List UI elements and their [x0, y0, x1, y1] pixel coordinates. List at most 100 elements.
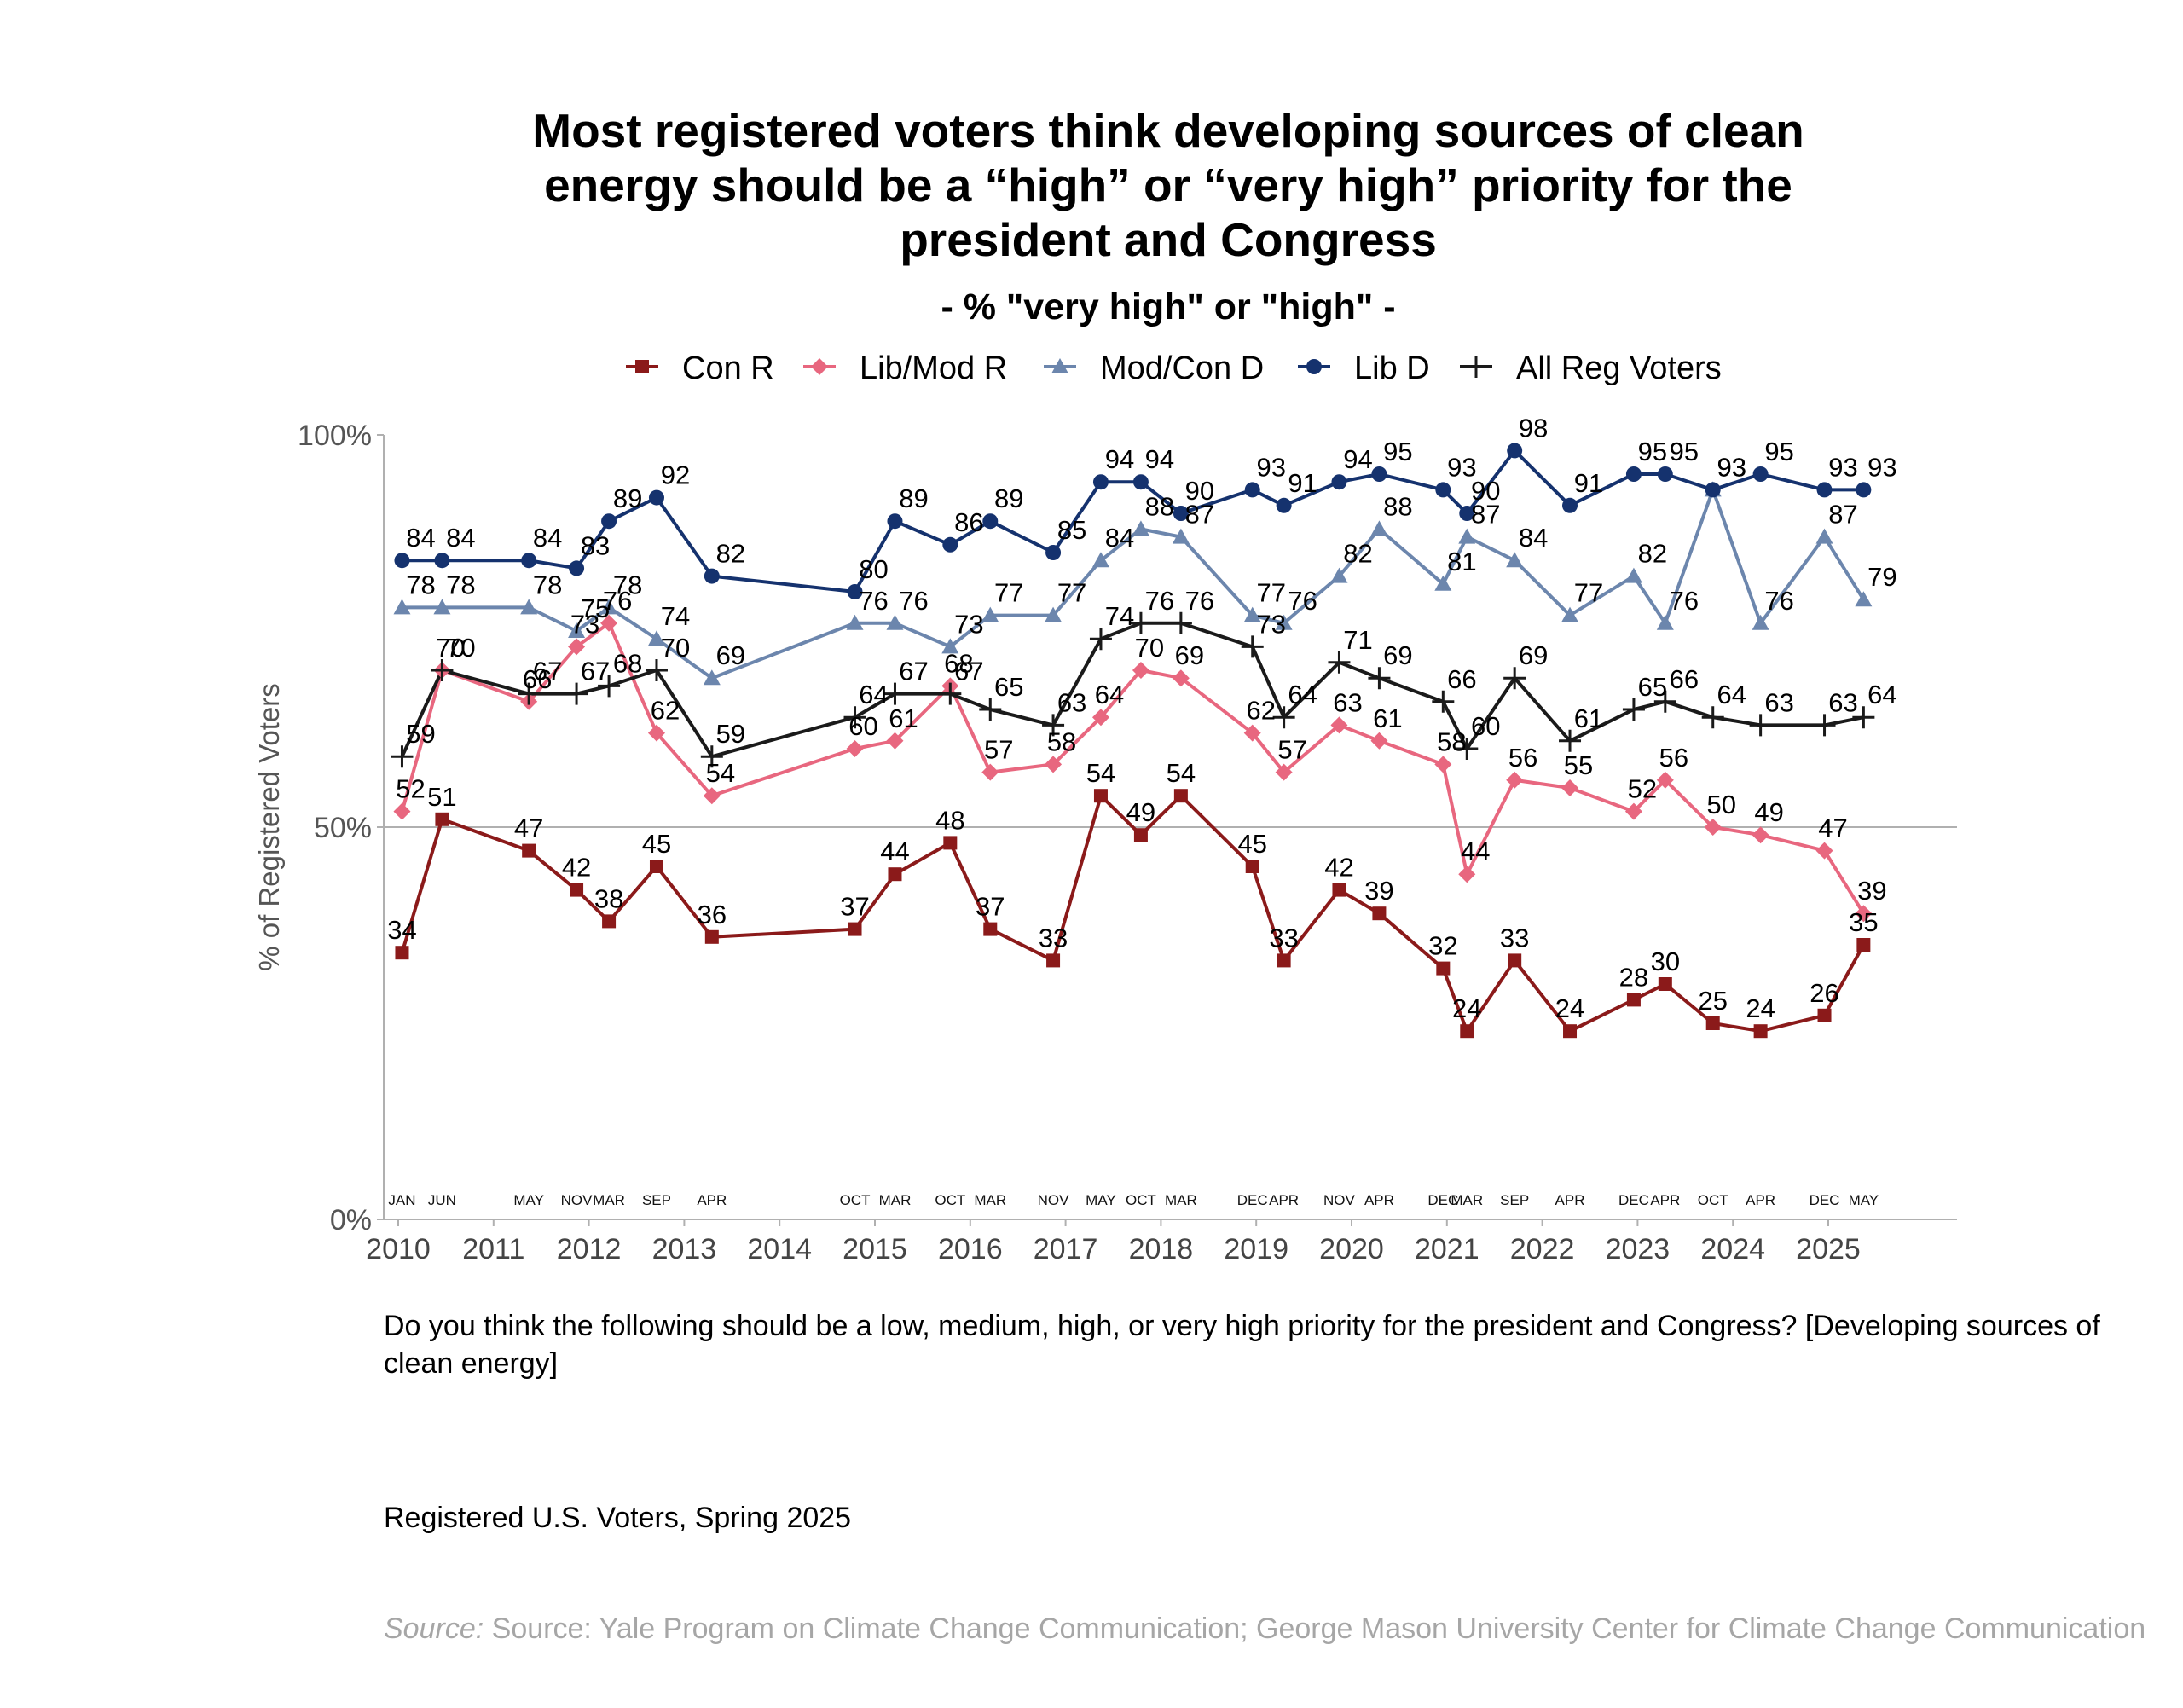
point-mod-con-d — [1132, 520, 1149, 536]
x-tick-label: 2023 — [1606, 1233, 1671, 1265]
data-label-lib-d: 89 — [994, 483, 1023, 513]
point-lib-mod-r — [1243, 724, 1261, 742]
point-all-reg-voters — [1653, 690, 1676, 713]
data-label-con-r: 33 — [1039, 923, 1068, 952]
data-label-lib-mod-r: 58 — [1047, 727, 1076, 756]
point-con-r — [1133, 828, 1148, 842]
legend-label-lib-mod-r: Lib/Mod R — [860, 350, 1007, 386]
point-lib-mod-r — [1656, 771, 1674, 789]
data-label-lib-mod-r: 73 — [570, 609, 599, 639]
data-label-lib-d: 95 — [1383, 437, 1412, 466]
point-all-reg-voters — [1852, 706, 1875, 729]
data-label-mod-con-d: 82 — [1343, 539, 1372, 569]
point-lib-mod-r — [981, 763, 999, 781]
data-label-all-reg-voters: 64 — [1717, 680, 1746, 709]
point-lib-mod-r — [703, 787, 721, 805]
data-label-lib-d: 95 — [1638, 437, 1667, 466]
point-con-r — [570, 883, 584, 897]
point-mod-con-d — [846, 614, 864, 630]
data-label-lib-d: 80 — [859, 554, 888, 584]
data-label-lib-d: 91 — [1288, 468, 1317, 498]
data-label-con-r: 49 — [1126, 797, 1155, 827]
data-label-lib-mod-r: 52 — [396, 774, 425, 804]
point-lib-mod-r — [1172, 669, 1190, 687]
point-all-reg-voters — [1042, 714, 1065, 737]
data-label-lib-mod-r: 69 — [1175, 640, 1204, 670]
point-mod-con-d — [1045, 606, 1063, 622]
point-con-r — [1436, 961, 1451, 976]
x-tick-label: 2019 — [1224, 1233, 1288, 1265]
point-con-r — [602, 914, 617, 929]
data-label-con-r: 28 — [1619, 962, 1648, 992]
data-label-lib-d: 84 — [533, 523, 562, 553]
data-label-lib-d: 91 — [1574, 468, 1603, 498]
point-con-r — [1372, 906, 1387, 921]
x-tick-label: 2010 — [366, 1233, 431, 1265]
survey-question: Do you think the following should be a l… — [384, 1310, 2100, 1380]
survey-month-label: JAN — [388, 1192, 415, 1208]
data-label-all-reg-voters: 76 — [1185, 586, 1214, 616]
data-label-con-r: 47 — [514, 813, 543, 843]
survey-month-label: DEC — [1427, 1192, 1458, 1208]
point-lib-d — [521, 553, 537, 569]
data-label-con-r: 37 — [976, 892, 1005, 922]
point-lib-mod-r — [886, 732, 904, 750]
title-line-2: energy should be a “high” or “very high”… — [544, 159, 1792, 211]
data-label-all-reg-voters: 70 — [661, 633, 690, 663]
survey-month-label: OCT — [1698, 1192, 1728, 1208]
data-label-con-r: 25 — [1698, 986, 1727, 1016]
data-label-lib-mod-r: 55 — [1564, 750, 1593, 780]
point-mod-con-d — [703, 669, 721, 686]
point-lib-mod-r — [1330, 716, 1348, 734]
y-axis-title: % of Registered Voters — [253, 683, 285, 971]
point-all-reg-voters — [431, 659, 454, 681]
data-label-lib-mod-r: 64 — [1095, 680, 1124, 709]
point-lib-d — [1435, 482, 1451, 498]
legend: Con R Lib/Mod R Mod/Con D Lib D All Reg Vote… — [626, 350, 1722, 386]
data-label-con-r: 24 — [1746, 993, 1775, 1023]
point-lib-mod-r — [393, 802, 411, 820]
point-mod-con-d — [520, 599, 538, 615]
data-label-mod-con-d: 78 — [406, 570, 435, 599]
data-label-lib-mod-r: 68 — [944, 648, 973, 678]
point-con-r — [395, 946, 409, 960]
point-all-reg-voters — [883, 682, 906, 705]
point-lib-mod-r — [1855, 905, 1873, 923]
point-lib-mod-r — [1132, 662, 1149, 679]
data-label-lib-mod-r: 62 — [651, 696, 680, 726]
point-con-r — [1508, 953, 1522, 968]
chart-subtitle: - % "very high" or "high" - — [941, 287, 1395, 327]
data-label-con-r: 54 — [1167, 758, 1196, 788]
data-label-all-reg-voters: 64 — [1288, 680, 1317, 709]
data-label-mod-con-d: 77 — [1574, 578, 1603, 608]
survey-month-label: MAR — [879, 1192, 912, 1208]
point-lib-mod-r — [1506, 771, 1524, 789]
legend-marker-all-reg-voters — [1465, 356, 1487, 378]
point-lib-mod-r — [1458, 866, 1476, 883]
data-label-con-r: 24 — [1452, 993, 1481, 1023]
data-label-lib-d: 93 — [1828, 452, 1857, 482]
survey-month-label: OCT — [840, 1192, 871, 1208]
point-all-reg-voters — [391, 745, 414, 768]
point-mod-con-d — [1624, 567, 1642, 583]
data-label-all-reg-voters: 59 — [406, 719, 435, 749]
point-all-reg-voters — [1813, 714, 1836, 737]
point-mod-con-d — [1434, 575, 1452, 591]
data-label-mod-con-d: 81 — [1447, 547, 1476, 576]
data-label-con-r: 39 — [1364, 876, 1393, 906]
survey-month-label: NOV — [1038, 1192, 1070, 1208]
point-con-r — [1705, 1016, 1720, 1030]
point-lib-mod-r — [1624, 802, 1642, 820]
point-mod-con-d — [1330, 567, 1348, 583]
point-lib-mod-r — [568, 638, 586, 656]
data-label-mod-con-d: 82 — [1638, 539, 1667, 569]
data-label-all-reg-voters: 67 — [954, 657, 983, 686]
data-label-all-reg-voters: 67 — [899, 657, 928, 686]
legend-marker-lib-d — [1306, 359, 1322, 374]
data-label-con-r: 26 — [1810, 978, 1838, 1008]
point-con-r — [1093, 789, 1108, 803]
data-label-lib-d: 93 — [1256, 452, 1285, 482]
point-mod-con-d — [1561, 606, 1579, 622]
point-con-r — [1332, 883, 1346, 897]
